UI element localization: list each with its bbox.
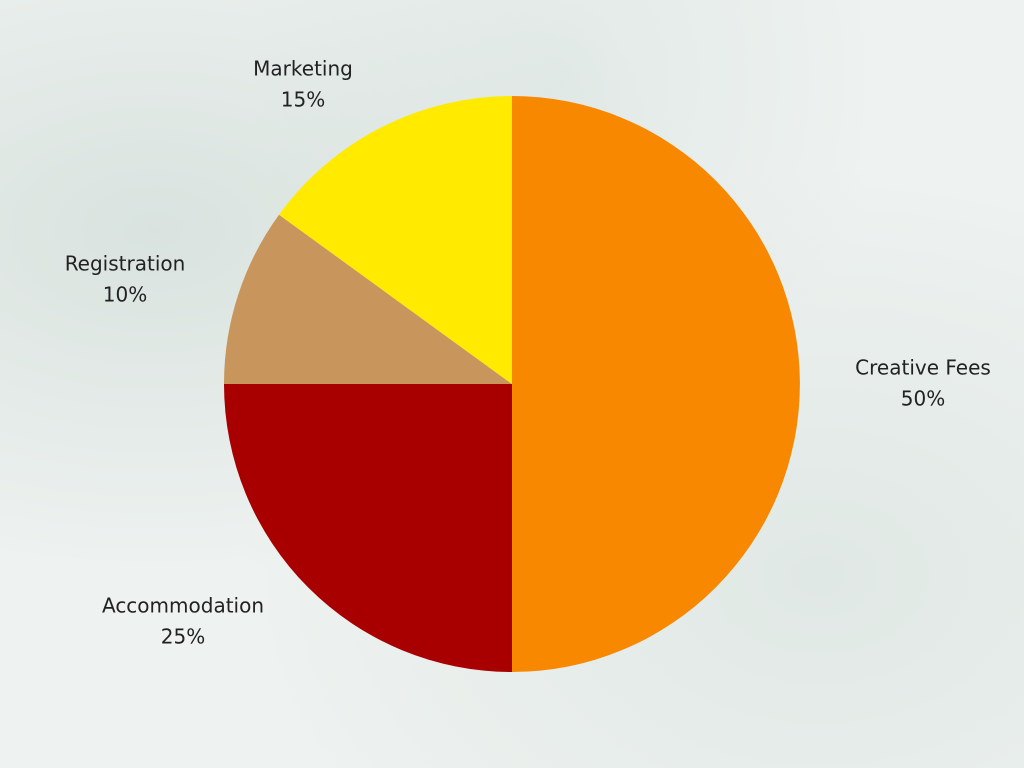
slice-value-label: 15% [281,88,325,112]
slice-label: Registration [65,252,186,276]
pie-slice [279,96,512,384]
slice-value-label: 10% [103,283,147,307]
slice-value-label: 50% [901,387,945,411]
slice-label: Creative Fees [855,356,991,380]
slice-label: Marketing [253,57,353,81]
pie-slice [224,384,512,672]
slice-label: Accommodation [102,594,264,618]
pie-slice [512,96,800,672]
slice-value-label: 25% [161,625,205,649]
pie-slice [224,214,512,384]
